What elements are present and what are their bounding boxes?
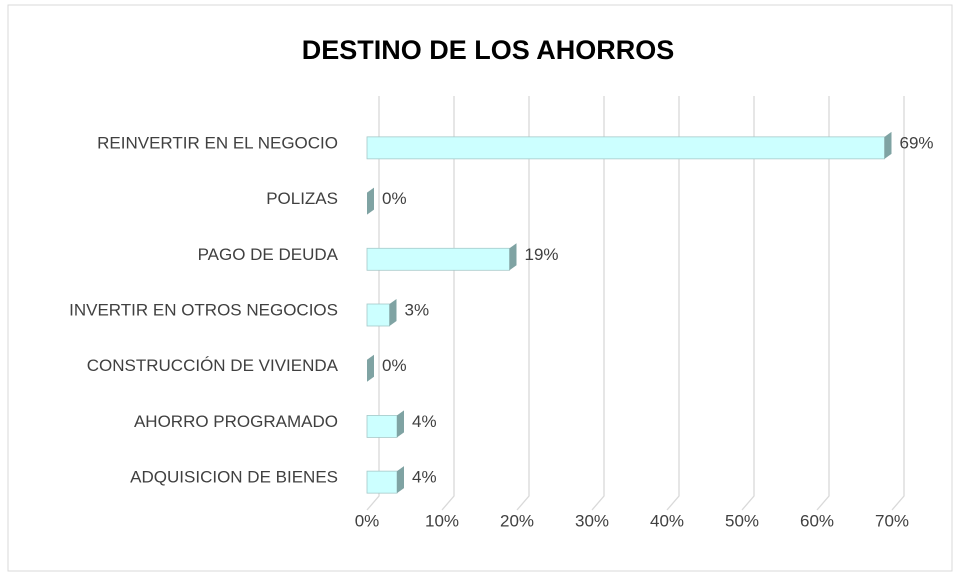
- y-tick-label: CONSTRUCCIÓN DE VIVIENDA: [87, 356, 339, 375]
- value-label: 69%: [900, 133, 934, 152]
- x-tick-label: 30%: [575, 511, 609, 530]
- y-tick-label: ADQUISICION DE BIENES: [130, 468, 338, 487]
- x-tick-label: 60%: [800, 511, 834, 530]
- grid-line: [666, 96, 680, 511]
- bar-side: [884, 131, 892, 159]
- chart-border: [7, 4, 953, 572]
- value-label: 19%: [525, 245, 559, 264]
- grid-line: [591, 96, 605, 511]
- x-tick-label: 50%: [725, 511, 759, 530]
- grid-line: [741, 96, 755, 511]
- grid-line: [441, 96, 455, 511]
- bar-side: [367, 354, 374, 382]
- bar: [366, 136, 885, 160]
- x-tick-label: 0%: [355, 511, 380, 530]
- value-label: 4%: [412, 468, 437, 487]
- y-tick-label: PAGO DE DEUDA: [198, 245, 339, 264]
- grid-line: [816, 96, 830, 511]
- y-tick-label: REINVERTIR EN EL NEGOCIO: [97, 133, 338, 152]
- value-label: 3%: [405, 300, 430, 319]
- bar-side: [397, 410, 404, 438]
- value-label: 0%: [382, 189, 407, 208]
- y-tick-label: POLIZAS: [266, 189, 338, 208]
- x-tick-label: 40%: [650, 511, 684, 530]
- grid-line: [516, 96, 530, 511]
- bar: [366, 415, 398, 438]
- x-tick-label: 20%: [500, 511, 534, 530]
- bar: [366, 247, 510, 271]
- bar-side: [397, 466, 404, 494]
- x-tick-label: 10%: [425, 511, 459, 530]
- bar-side: [509, 243, 517, 271]
- bar: [366, 470, 398, 494]
- y-tick-label: INVERTIR EN OTROS NEGOCIOS: [69, 300, 338, 319]
- bar: [366, 303, 390, 327]
- bar-side: [367, 187, 374, 215]
- value-label: 4%: [412, 412, 437, 431]
- chart-title: DESTINO DE LOS AHORROS: [302, 35, 675, 65]
- value-label: 0%: [382, 356, 407, 375]
- bar-side: [389, 299, 397, 326]
- x-tick-label: 70%: [875, 511, 909, 530]
- grid-line: [366, 96, 380, 511]
- y-tick-label: AHORRO PROGRAMADO: [134, 412, 338, 431]
- grid-line: [891, 96, 905, 511]
